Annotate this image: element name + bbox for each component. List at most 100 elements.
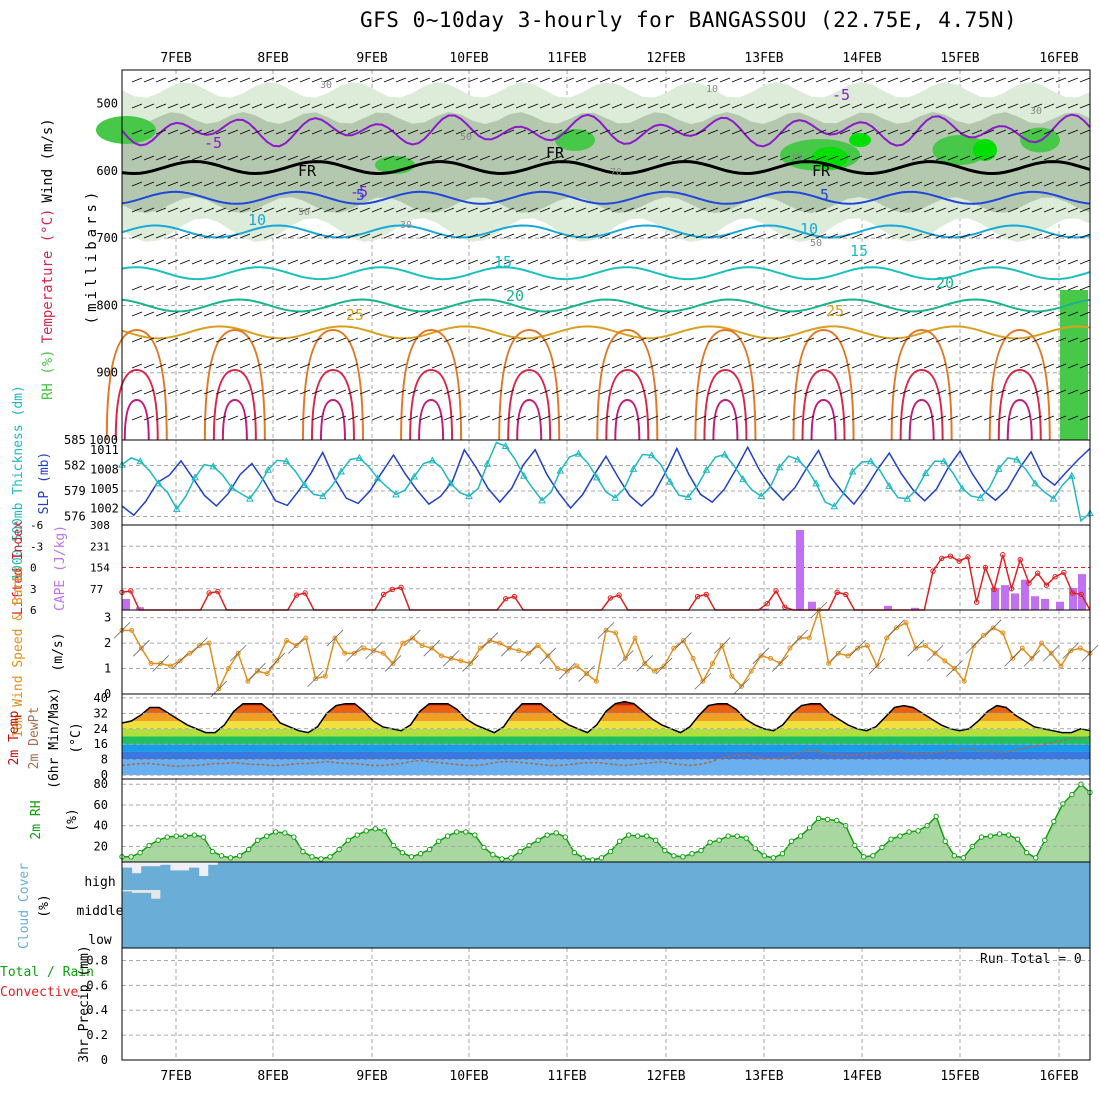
wind-barb	[563, 311, 575, 317]
wind-barb	[527, 103, 539, 109]
wind-barb	[599, 155, 611, 161]
wind-barb	[143, 207, 155, 213]
wind-barb	[647, 207, 659, 213]
wind-barb	[229, 644, 247, 662]
cloud-bar	[649, 890, 660, 919]
cloud-bar	[984, 919, 995, 948]
thickness-point	[903, 494, 912, 502]
wind-barb	[299, 77, 311, 83]
wind-barb	[1019, 207, 1031, 213]
cloud-bar	[361, 890, 372, 919]
wind-barb	[695, 389, 707, 395]
cloud-bar	[419, 919, 430, 948]
wind-barb	[575, 103, 587, 109]
cloud-bar	[467, 890, 478, 919]
rh2m-point	[381, 828, 388, 834]
thickness-point	[866, 457, 875, 465]
wind-barb	[347, 363, 359, 369]
wind-barb	[1079, 129, 1091, 135]
wind-barb	[611, 363, 623, 369]
wind-barb	[971, 103, 983, 109]
cloud-bar	[476, 919, 487, 948]
wind-barb	[263, 389, 275, 395]
cloud-bar	[1022, 862, 1033, 890]
wind-barb	[995, 207, 1007, 213]
wind-barb	[659, 415, 671, 421]
wind-barb	[419, 285, 431, 291]
rh2m-point	[734, 833, 740, 839]
rh2m-point	[137, 849, 143, 856]
wind-barb	[683, 389, 695, 395]
wind-barb	[371, 155, 383, 161]
wind-barb	[587, 415, 599, 421]
cloud-bar	[888, 890, 899, 919]
wind-barb	[923, 285, 935, 291]
rh2m-point	[852, 842, 858, 849]
wind-barb	[263, 363, 275, 369]
wind-barb	[503, 103, 515, 109]
wind-barb	[611, 285, 623, 291]
wind-barb	[275, 415, 287, 421]
contour-label: FR	[812, 162, 831, 180]
wind-barb	[215, 311, 227, 317]
wind-barb	[731, 103, 743, 109]
wind-barb	[597, 622, 615, 639]
date-label-bottom: 9FEB	[356, 1069, 387, 1084]
wind-barb	[287, 285, 299, 291]
wind-barb	[719, 415, 731, 421]
rh2m-point	[399, 849, 406, 856]
wind-barb	[455, 259, 467, 265]
rh2m-point	[218, 853, 225, 859]
rh2m-point	[797, 833, 804, 839]
wind-barb	[527, 129, 539, 135]
thickness-point	[848, 467, 857, 475]
wind-barb	[671, 259, 683, 265]
wind-barb	[875, 311, 887, 317]
wind-barb	[791, 233, 803, 239]
wind-barb	[791, 77, 803, 83]
wind-barb	[551, 181, 563, 187]
wind-barb	[875, 207, 887, 213]
wind-barb	[707, 285, 719, 291]
contour-label: -5	[832, 86, 850, 104]
wind-barb	[947, 181, 959, 187]
wind-barb	[611, 77, 623, 83]
cloud-bar	[572, 919, 583, 948]
wind-barb	[515, 311, 527, 317]
wind-point	[313, 676, 319, 682]
wind-barb	[179, 233, 191, 239]
wind-barb	[551, 155, 563, 161]
wind-barb	[827, 155, 839, 161]
wind-barb	[923, 311, 935, 317]
cloud-bar	[169, 870, 181, 890]
cloud-bar	[658, 890, 669, 919]
isotherm-line	[121, 325, 1091, 340]
cloud-bar	[1051, 862, 1062, 890]
wind-barb	[647, 389, 659, 395]
wind-point	[903, 620, 909, 626]
wind-barb	[635, 181, 647, 187]
wind-barb	[443, 129, 455, 135]
wind-barb	[431, 207, 443, 213]
wind-barb	[251, 311, 263, 317]
wind-barb	[971, 77, 983, 83]
wind-barb	[491, 415, 503, 421]
wind-barb	[515, 155, 527, 161]
li-point	[1017, 557, 1023, 563]
wind-barb	[239, 259, 251, 265]
wind-barb	[587, 337, 599, 343]
cloud-bar	[332, 890, 343, 919]
wind-barb	[863, 285, 875, 291]
wind-barb	[743, 181, 755, 187]
wind-barb	[599, 415, 611, 421]
wind-barb	[155, 103, 167, 109]
wind-barb	[755, 155, 767, 161]
cloud-bar	[122, 891, 133, 919]
thickness-point	[666, 477, 674, 485]
wind-barb	[383, 103, 395, 109]
wind-barb	[407, 285, 419, 291]
wind-barb	[923, 363, 935, 369]
wind-barb	[419, 181, 431, 187]
cloud-bar	[380, 890, 391, 919]
wind-barb	[635, 207, 647, 213]
